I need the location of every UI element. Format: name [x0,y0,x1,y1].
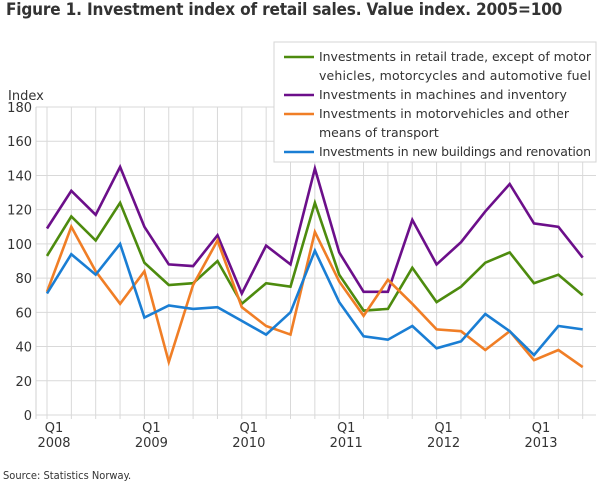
legend-box [273,41,597,163]
y-tick-label: 180 [7,101,32,116]
x-tick-label-year: 2011 [330,436,363,451]
source-note: Source: Statistics Norway. [3,469,132,482]
legend-label-3: Investments in new buildings and renovat… [319,144,591,159]
legend-label-2: Investments in motorvehicles and other [319,106,570,121]
y-tick-label: 140 [7,169,32,184]
y-axis-label: Index [8,89,44,104]
series-lines [45,163,584,369]
x-tick-label-year: 2009 [135,436,168,451]
legend-label-1: Investments in machines and inventory [319,87,567,102]
y-tick-label: 80 [15,272,32,287]
y-axis-ticks: 0 20 40 60 80 100 120 140 160 180 [7,101,32,424]
x-tick-label-quarter: Q1 [434,421,453,436]
legend: Investments in retail trade, except of m… [273,41,597,163]
y-tick-label: 100 [7,238,32,253]
chart-title: Figure 1. Investment index of retail sal… [6,0,563,19]
x-tick-label-quarter: Q1 [45,421,64,436]
legend-label-0: vehicles, motorcycles and automotive fue… [319,68,591,83]
x-tick-label-year: 2010 [232,436,265,451]
x-tick-label-quarter: Q1 [142,421,161,436]
y-tick-label: 0 [24,409,32,424]
y-tick-label: 120 [7,204,32,219]
y-tick-label: 40 [15,341,32,356]
x-tick-label-quarter: Q1 [240,421,259,436]
y-tick-label: 160 [7,135,32,150]
x-tick-label-year: 2013 [524,436,557,451]
x-tick-label-quarter: Q1 [532,421,551,436]
x-tick-label-year: 2012 [427,436,460,451]
y-tick-label: 20 [15,375,32,390]
legend-label-2: means of transport [319,125,439,140]
legend-label-0: Investments in retail trade, except of m… [319,49,592,64]
x-tick-label-quarter: Q1 [337,421,356,436]
x-tick-label-year: 2008 [37,436,70,451]
y-tick-label: 60 [15,306,32,321]
